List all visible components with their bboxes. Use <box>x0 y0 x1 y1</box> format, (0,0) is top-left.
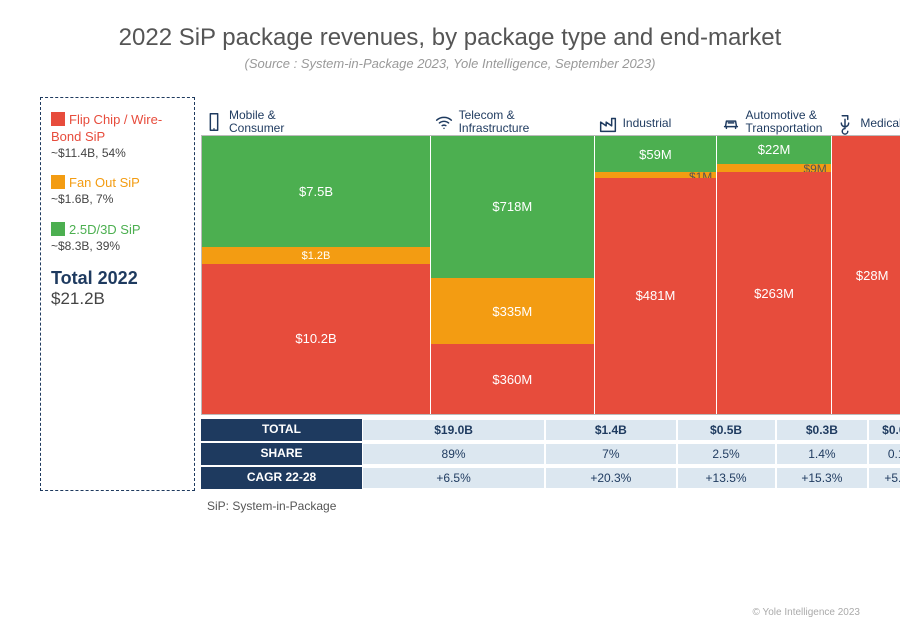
chart-area: Mobile &Consumer Telecom &Infrastructure I… <box>201 97 900 491</box>
main-area: Flip Chip / Wire-Bond SiP ~$11.4B, 54% Fan… <box>40 97 860 491</box>
bar-segment: $1.2B <box>202 247 430 264</box>
bar-segment: $360M <box>431 344 594 414</box>
bar-column: $59M$1M$481M <box>595 136 718 414</box>
column-header: Automotive &Transportation <box>718 109 833 135</box>
bar-column: $22M$9M$263M <box>717 136 832 414</box>
stats-cell: 7% <box>545 443 676 465</box>
footnote: SiP: System-in-Package <box>207 499 860 513</box>
column-header: Mobile &Consumer <box>201 109 431 135</box>
bar-segment: $263M <box>717 172 831 414</box>
legend-swatch <box>51 112 65 126</box>
legend-total-label: Total 2022 <box>51 268 184 289</box>
legend-item: Fan Out SiP ~$1.6B, 7% <box>51 175 184 207</box>
bar-segment: $59M <box>595 136 717 172</box>
stats-cell: $0.03B <box>868 419 900 441</box>
bar-column: $718M$335M$360M <box>431 136 595 414</box>
bar-segment: $7.5B <box>202 136 430 247</box>
column-header-label: Mobile &Consumer <box>229 109 284 135</box>
column-header: Industrial <box>595 113 718 135</box>
column-header: Medical <box>832 113 900 135</box>
bar-segment: $10.2B <box>202 264 430 414</box>
legend-value: ~$8.3B, 39% <box>51 239 184 255</box>
bar-segment: $481M <box>595 178 717 414</box>
stats-row: CAGR 22-28+6.5%+20.3%+13.5%+15.3%+5.7%+2… <box>201 467 900 489</box>
mobile-icon <box>203 111 225 133</box>
chart-title: 2022 SiP package revenues, by package ty… <box>40 24 860 52</box>
stats-table: TOTAL$19.0B$1.4B$0.5B$0.3B$0.03B$0.001BS… <box>201 419 900 489</box>
stats-cell: $0.5B <box>677 419 776 441</box>
legend-box: Flip Chip / Wire-Bond SiP ~$11.4B, 54% Fan… <box>40 97 195 491</box>
stats-cell: $19.0B <box>362 419 545 441</box>
chart-subtitle: (Source : System-in-Package 2023, Yole I… <box>40 56 860 71</box>
legend-item: 2.5D/3D SiP ~$8.3B, 39% <box>51 222 184 254</box>
legend-total-value: $21.2B <box>51 289 184 309</box>
industrial-icon <box>597 113 619 135</box>
stats-cell: +5.7% <box>868 467 900 489</box>
bar-segment: $718M <box>431 136 594 278</box>
stats-cell: $1.4B <box>545 419 676 441</box>
copyright: © Yole Intelligence 2023 <box>753 607 860 618</box>
legend-item: Flip Chip / Wire-Bond SiP ~$11.4B, 54% <box>51 112 184 161</box>
legend-value: ~$11.4B, 54% <box>51 146 184 162</box>
bar-segment: $9M <box>717 164 831 172</box>
bar-column: $7.5B$1.2B$10.2B <box>202 136 431 414</box>
column-header-label: Medical <box>860 117 900 130</box>
legend-swatch <box>51 222 65 236</box>
legend-swatch <box>51 175 65 189</box>
column-header-label: Automotive &Transportation <box>746 109 823 135</box>
column-header: Telecom &Infrastructure <box>431 109 595 135</box>
stats-row: SHARE89%7%2.5%1.4%0.1%0.002% <box>201 443 900 465</box>
stats-cell: $0.3B <box>776 419 869 441</box>
stats-row-header: TOTAL <box>201 419 362 441</box>
column-header-label: Industrial <box>623 117 672 130</box>
stats-cell: 2.5% <box>677 443 776 465</box>
column-headers: Mobile &Consumer Telecom &Infrastructure I… <box>201 97 900 135</box>
bar-segment: $335M <box>431 278 594 345</box>
stats-cell: 89% <box>362 443 545 465</box>
medical-icon <box>834 113 856 135</box>
bar-column: $28M <box>832 136 900 414</box>
bar-segment: $28M <box>832 136 900 414</box>
column-header-label: Telecom &Infrastructure <box>459 109 530 135</box>
bar-segment: $22M <box>717 136 831 164</box>
stats-cell: +20.3% <box>545 467 676 489</box>
stats-row: TOTAL$19.0B$1.4B$0.5B$0.3B$0.03B$0.001B <box>201 419 900 441</box>
legend-label: Flip Chip / Wire-Bond SiP <box>51 112 162 144</box>
stats-cell: 0.1% <box>868 443 900 465</box>
wifi-icon <box>433 111 455 133</box>
legend-label: Fan Out SiP <box>69 175 140 190</box>
stats-row-header: CAGR 22-28 <box>201 467 362 489</box>
legend-value: ~$1.6B, 7% <box>51 192 184 208</box>
stats-cell: 1.4% <box>776 443 869 465</box>
marimekko-bars: $7.5B$1.2B$10.2B$718M$335M$360M$59M$1M$4… <box>201 135 900 415</box>
legend-label: 2.5D/3D SiP <box>69 222 141 237</box>
stats-row-header: SHARE <box>201 443 362 465</box>
stats-cell: +13.5% <box>677 467 776 489</box>
stats-cell: +6.5% <box>362 467 545 489</box>
car-icon <box>720 111 742 133</box>
stats-cell: +15.3% <box>776 467 869 489</box>
